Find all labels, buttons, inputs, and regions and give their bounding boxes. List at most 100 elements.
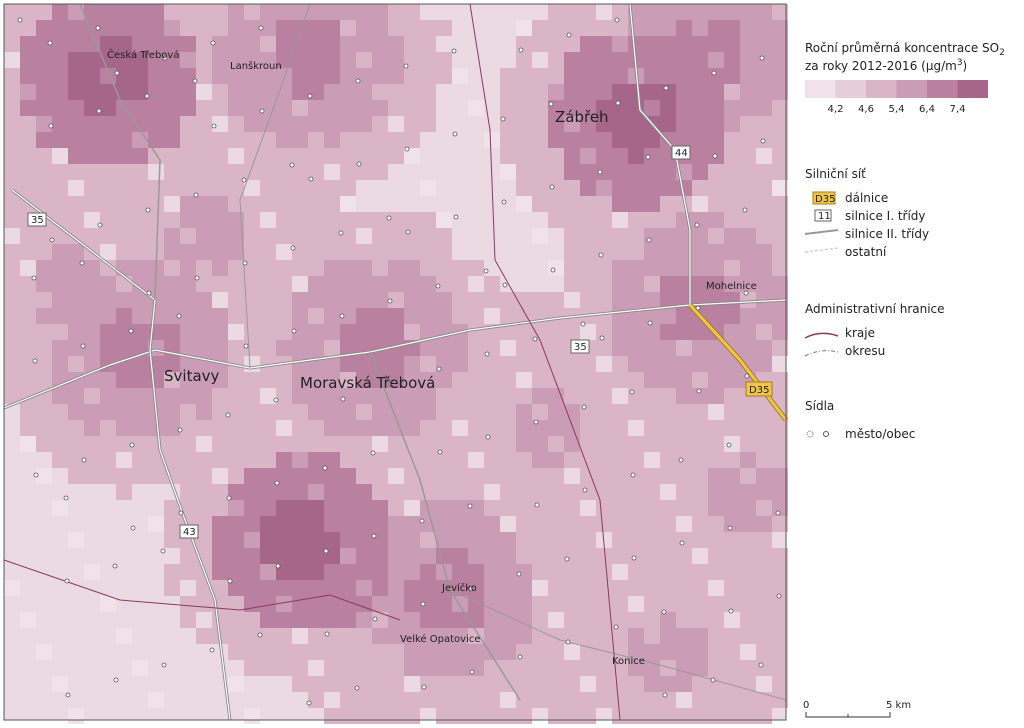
cell [692,260,708,276]
cell [772,388,788,404]
cell [596,84,612,100]
cell [756,308,772,324]
cell [372,212,388,228]
cell [164,84,180,100]
cell [260,68,276,84]
cell [116,388,132,404]
cell [660,468,676,484]
cell [244,516,260,532]
cell [708,372,724,388]
place-label: Česká Třebová [107,48,179,61]
cell [660,324,676,340]
cell [340,164,356,180]
cell [532,612,548,628]
cell [452,404,468,420]
cell [244,484,260,500]
cell [164,308,180,324]
cell [740,36,756,52]
cell [340,484,356,500]
cell [340,52,356,68]
cell [644,20,660,36]
cell [532,20,548,36]
cell [276,164,292,180]
ramp-swatch [805,80,836,98]
place-label: Konice [612,656,645,667]
cell [644,244,660,260]
settlement-dot [388,381,394,387]
cell [276,436,292,452]
cell [580,660,596,676]
cell [516,516,532,532]
cell [292,132,308,148]
cell [148,36,164,52]
cell [276,660,292,676]
cell [148,196,164,212]
cell [580,132,596,148]
cell [564,116,580,132]
cell [68,196,84,212]
cell [324,516,340,532]
legend-icon [812,191,836,205]
cell [340,36,356,52]
cell [772,52,788,68]
settlement-dot [743,290,749,296]
road-number: 35 [570,339,590,354]
cell [4,308,20,324]
cell [84,340,100,356]
cell [228,516,244,532]
cell [20,116,36,132]
cell [148,148,164,164]
cell [84,276,100,292]
cell [724,100,740,116]
cell [532,516,548,532]
cell [388,660,404,676]
cell [596,276,612,292]
cell [612,132,628,148]
cell [676,708,692,724]
cell [772,36,788,52]
cell [596,564,612,580]
settlement-dot [775,510,781,516]
cell [564,260,580,276]
cell [84,452,100,468]
cell [564,356,580,372]
cell [580,516,596,532]
cell [436,548,452,564]
cell [180,132,196,148]
cell [340,468,356,484]
legend-item: silnice I. třídy [845,209,926,223]
cell [580,564,596,580]
cell [324,276,340,292]
cell [324,372,340,388]
cell [692,644,708,660]
cell [660,308,676,324]
legend: Roční průměrná koncentrace SO2 za roky 2… [803,41,1005,718]
cell [628,276,644,292]
cell [532,452,548,468]
cell [676,84,692,100]
cell [548,36,564,52]
cell [36,228,52,244]
cell [356,244,372,260]
cell [756,356,772,372]
cell [500,660,516,676]
cell [324,148,340,164]
cell [356,132,372,148]
cell [676,532,692,548]
cell [36,36,52,52]
cell [692,388,708,404]
cell [628,692,644,708]
cell [244,84,260,100]
cell [84,4,100,20]
cell [500,468,516,484]
cell [724,532,740,548]
cell [516,148,532,164]
cell [548,564,564,580]
cell [644,420,660,436]
cell [452,452,468,468]
cell [292,36,308,52]
cell [148,692,164,708]
cell [308,484,324,500]
cell [772,4,788,20]
cell [356,660,372,676]
